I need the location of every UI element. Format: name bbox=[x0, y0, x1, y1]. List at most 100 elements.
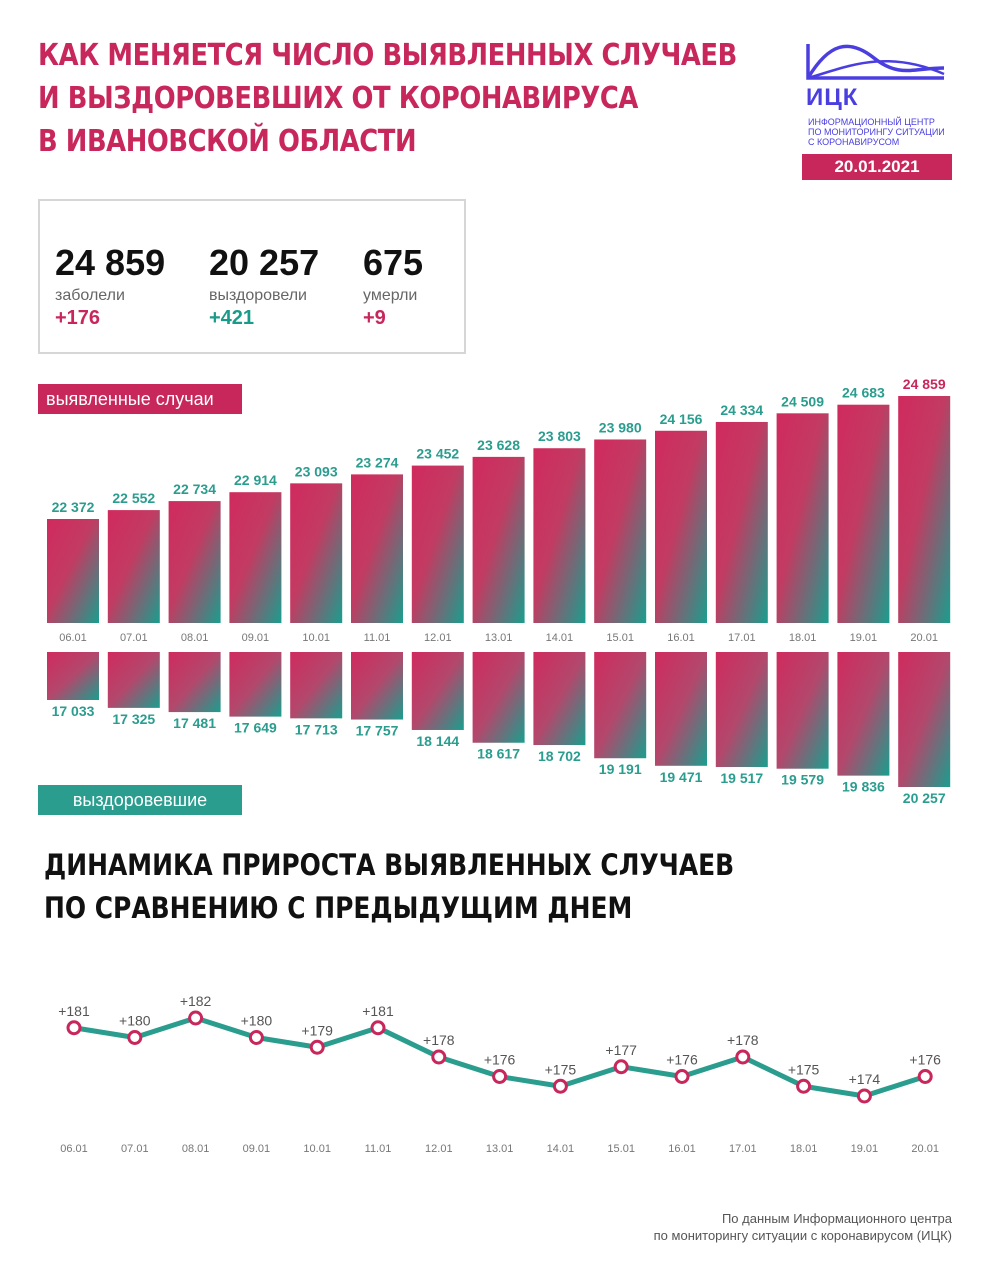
line-date-label: 16.01 bbox=[668, 1143, 696, 1155]
growth-point bbox=[66, 1020, 82, 1036]
line-date-label: 17.01 bbox=[729, 1143, 757, 1155]
subtitle-line: ДИНАМИКА ПРИРОСТА ВЫЯВЛЕННЫХ СЛУЧАЕВ bbox=[44, 848, 735, 882]
growth-point bbox=[613, 1059, 629, 1075]
recovered-value-label: 17 033 bbox=[52, 703, 95, 719]
line-chart-title: ДИНАМИКА ПРИРОСТА ВЫЯВЛЕННЫХ СЛУЧАЕВ ПО … bbox=[44, 844, 734, 930]
case-value-label: 22 552 bbox=[112, 490, 155, 506]
bar-date-label: 18.01 bbox=[789, 632, 817, 644]
recovered-bar bbox=[533, 652, 586, 746]
bar-date-label: 09.01 bbox=[242, 632, 270, 644]
stat-label: выздоровели bbox=[209, 287, 307, 304]
recovered-value-label: 17 481 bbox=[173, 715, 216, 731]
title-line: И ВЫЗДОРОВЕВШИХ ОТ КОРОНАВИРУСА bbox=[38, 81, 638, 116]
growth-point bbox=[552, 1078, 568, 1094]
case-bar bbox=[168, 501, 221, 623]
recovered-bar bbox=[351, 652, 403, 720]
recovered-value-label: 18 617 bbox=[477, 746, 520, 762]
line-date-label: 19.01 bbox=[851, 1143, 879, 1155]
growth-value-label: +178 bbox=[423, 1032, 455, 1048]
logo-subtitle-line: ИНФОРМАЦИОННЫЙ ЦЕНТР bbox=[808, 117, 935, 127]
recovered-value-label: 19 836 bbox=[842, 779, 885, 795]
case-bar bbox=[533, 448, 586, 623]
recovered-bar bbox=[107, 652, 160, 708]
case-bar bbox=[290, 483, 343, 623]
growth-value-label: +182 bbox=[180, 993, 212, 1009]
title-line: В ИВАНОВСКОЙ ОБЛАСТИ bbox=[38, 124, 417, 159]
title-line: КАК МЕНЯЕТСЯ ЧИСЛО ВЫЯВЛЕННЫХ СЛУЧАЕВ bbox=[38, 38, 737, 73]
case-value-label: 24 334 bbox=[720, 402, 763, 418]
bar-date-label: 14.01 bbox=[546, 632, 574, 644]
recovered-bar bbox=[898, 652, 951, 787]
line-date-label: 14.01 bbox=[547, 1143, 575, 1155]
case-bar bbox=[47, 519, 99, 623]
recovered-value-label: 19 579 bbox=[781, 772, 824, 788]
case-value-label: 22 734 bbox=[173, 481, 216, 497]
growth-point bbox=[492, 1069, 508, 1084]
case-value-label: 23 628 bbox=[477, 437, 520, 453]
recovered-bar bbox=[472, 652, 525, 743]
stat-delta: +176 bbox=[55, 307, 101, 329]
stat-value: 675 bbox=[363, 242, 424, 283]
growth-value-label: +176 bbox=[909, 1052, 941, 1068]
case-value-label: 22 372 bbox=[52, 499, 95, 515]
case-bar bbox=[472, 456, 525, 623]
logo-subtitle: ИНФОРМАЦИОННЫЙ ЦЕНТР ПО МОНИТОРИНГУ СИТУ… bbox=[808, 117, 945, 147]
logo-text: ИЦК bbox=[806, 84, 859, 111]
recovered-value-label: 19 471 bbox=[660, 769, 703, 785]
recovered-value-label: 18 702 bbox=[538, 748, 581, 764]
bar-date-label: 17.01 bbox=[728, 632, 756, 644]
growth-point bbox=[248, 1030, 264, 1045]
line-date-label: 12.01 bbox=[425, 1143, 453, 1155]
recovered-bar bbox=[411, 652, 464, 730]
line-date-label: 07.01 bbox=[121, 1143, 149, 1155]
case-value-label: 24 683 bbox=[842, 385, 885, 401]
case-value-label: 23 093 bbox=[295, 463, 338, 479]
cases-label: выявленные случаи bbox=[38, 384, 242, 414]
growth-value-label: +175 bbox=[788, 1061, 820, 1077]
recovered-bar bbox=[655, 652, 707, 766]
bar-date-label: 13.01 bbox=[485, 632, 513, 644]
case-value-label: 24 156 bbox=[660, 411, 703, 427]
growth-value-label: +180 bbox=[241, 1013, 273, 1029]
subtitle-line: ПО СРАВНЕНИЮ С ПРЕДЫДУЩИМ ДНЕМ bbox=[44, 891, 633, 925]
growth-point bbox=[735, 1049, 751, 1065]
growth-value-label: +176 bbox=[484, 1052, 516, 1068]
page-title: КАК МЕНЯЕТСЯ ЧИСЛО ВЫЯВЛЕННЫХ СЛУЧАЕВ И … bbox=[38, 34, 737, 163]
case-bar bbox=[776, 413, 829, 623]
case-value-label: 24 509 bbox=[781, 393, 824, 409]
bar-date-label: 07.01 bbox=[120, 632, 148, 644]
stat-label: заболели bbox=[55, 287, 125, 304]
recovered-value-label: 19 517 bbox=[720, 770, 763, 786]
case-value-label: 23 803 bbox=[538, 428, 581, 444]
recovered-bar bbox=[168, 652, 221, 713]
bar-date-label: 11.01 bbox=[364, 632, 391, 644]
growth-value-label: +177 bbox=[605, 1042, 637, 1058]
case-bar bbox=[351, 474, 403, 623]
stat-deaths: 675 умерли +9 bbox=[363, 243, 423, 330]
line-chart: +181 06.01 +180 07.01 +182 08.01 +180 09.01 +179… bbox=[58, 993, 941, 1155]
line-date-label: 15.01 bbox=[607, 1143, 635, 1155]
recovered-label: выздоровевшие bbox=[38, 785, 242, 815]
logo-subtitle-line: С КОРОНАВИРУСОМ bbox=[808, 137, 900, 147]
bar-date-label: 10.01 bbox=[302, 632, 330, 644]
growth-value-label: +181 bbox=[362, 1003, 394, 1019]
line-date-label: 18.01 bbox=[790, 1143, 818, 1155]
recovered-bar bbox=[290, 652, 343, 719]
recovered-value-label: 17 649 bbox=[234, 720, 277, 736]
growth-point bbox=[431, 1049, 447, 1065]
case-bar bbox=[107, 510, 160, 623]
line-date-label: 09.01 bbox=[243, 1143, 271, 1155]
wave-logo-icon bbox=[806, 44, 945, 80]
growth-point bbox=[917, 1069, 933, 1084]
bar-date-label: 19.01 bbox=[850, 632, 878, 644]
recovered-bar bbox=[47, 652, 99, 700]
stat-delta: +421 bbox=[209, 307, 255, 329]
stat-delta: +9 bbox=[363, 307, 386, 329]
stat-label: умерли bbox=[363, 287, 418, 304]
case-value-label: 23 274 bbox=[356, 454, 399, 470]
stats-panel: 24 859 заболели +176 20 257 выздоровели … bbox=[38, 199, 466, 354]
case-bar bbox=[594, 439, 647, 623]
growth-value-label: +178 bbox=[727, 1032, 759, 1048]
case-value-label: 22 914 bbox=[234, 472, 277, 488]
recovered-value-label: 18 144 bbox=[416, 733, 459, 749]
